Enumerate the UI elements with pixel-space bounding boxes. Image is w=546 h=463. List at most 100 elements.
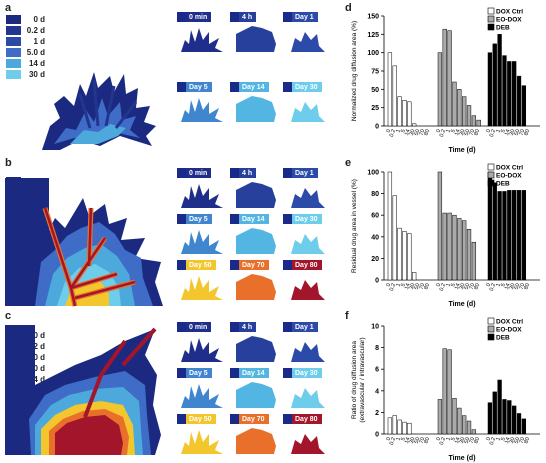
x-tick-label: 14 — [504, 437, 512, 445]
legend-swatch — [487, 325, 495, 333]
y-tick-label: 2 — [375, 410, 379, 417]
thumbnail-label-square — [283, 368, 292, 378]
x-tick-label: 0 — [486, 283, 493, 288]
bar — [502, 55, 507, 127]
x-tick-label: 70 — [469, 437, 477, 445]
x-tick-label: 1 — [445, 283, 452, 288]
bar — [452, 398, 457, 435]
x-tick-label: 5 — [500, 129, 507, 134]
thumbnail-label-text: 0 min — [189, 323, 208, 331]
x-tick-label: 0.2 — [489, 437, 497, 446]
thumbnail-label-text: Day 70 — [242, 415, 265, 423]
thumbnail-shape — [236, 96, 276, 122]
x-tick-label: 70 — [419, 129, 427, 137]
x-axis-label: Time (d) — [448, 301, 475, 308]
thumbnail-label: Day 80 — [283, 414, 322, 424]
thumbnail-shape — [236, 336, 276, 362]
x-tick-label: 70 — [419, 283, 427, 291]
bar — [437, 171, 443, 281]
thumbnail-label: Day 50 — [177, 260, 216, 270]
legend-swatch — [6, 70, 21, 79]
x-tick-label: 80 — [523, 283, 531, 291]
x-tick-label: 50 — [414, 437, 422, 445]
legend-swatch — [6, 15, 21, 24]
legend-swatch — [487, 163, 495, 171]
x-tick-label: 5 — [400, 129, 407, 134]
x-tick-label: 70 — [419, 437, 427, 445]
legend-label: EO-DOX — [496, 327, 522, 334]
thumbnail-label-square — [283, 414, 292, 424]
legend-label: 5.0 d — [26, 48, 45, 57]
x-tick-label: 1 — [495, 283, 502, 288]
x-tick-label: 70 — [469, 283, 477, 291]
legend-label: 14 d — [28, 375, 45, 384]
y-tick-label: 0 — [375, 124, 379, 131]
thumbnail-shape — [236, 182, 276, 208]
bar — [437, 52, 443, 127]
bar — [447, 30, 452, 127]
y-tick-label: 100 — [367, 50, 379, 57]
x-tick-label: 50 — [414, 129, 422, 137]
thumbnail-shape — [291, 388, 325, 408]
y-tick-label: 4 — [375, 388, 379, 395]
bar — [516, 190, 522, 281]
y-axis-label: Residual drug area in vessel (%) — [351, 179, 358, 273]
y-tick-label: 20 — [371, 256, 379, 263]
y-tick-label: 8 — [375, 345, 379, 352]
panel-letter-e: e — [345, 157, 352, 169]
bar — [492, 391, 497, 435]
thumbnail-label-text: Day 50 — [189, 415, 212, 423]
x-tick-label: 0 — [486, 437, 493, 442]
legend-label: 0.2 d — [26, 342, 45, 351]
bar — [397, 96, 402, 127]
vessel-image-c — [5, 325, 161, 455]
thumbnail-shape — [181, 384, 223, 408]
bar — [462, 415, 467, 435]
thumbnail-shape — [236, 228, 276, 254]
x-tick-label: 14 — [454, 437, 462, 445]
bar — [521, 85, 527, 127]
legend-item: 30 d — [6, 69, 45, 80]
thumbnail-label-text: Day 1 — [295, 323, 314, 331]
thumbnail-label-text: Day 1 — [295, 169, 314, 177]
x-tick-label: 30 — [459, 283, 467, 291]
chart-e: Residual drug area in vessel (%) 0 20 40 60 8… — [351, 163, 540, 308]
thumbnail-label-text: Day 5 — [189, 369, 208, 377]
thumbnail-label-square — [177, 12, 186, 22]
x-tick-label: 1 — [495, 437, 502, 442]
bar — [466, 228, 472, 281]
legend-item: 14 d — [6, 58, 45, 69]
bar — [466, 105, 472, 127]
x-tick-label: 5 — [400, 283, 407, 288]
thumbnail-label: 0 min — [177, 12, 212, 22]
thumbnail-label: Day 1 — [283, 322, 318, 332]
legend-label: DEB — [496, 25, 510, 32]
vessel-image-a — [42, 72, 156, 150]
x-tick-label: 14 — [454, 129, 462, 137]
thumbnail-shape — [181, 28, 223, 52]
legend-label: 0 d — [33, 331, 45, 340]
x-tick-label: 50 — [414, 283, 422, 291]
bar — [497, 191, 502, 281]
thumbnail-label-square — [177, 214, 186, 224]
bar — [512, 405, 517, 435]
y-tick-label: 0 — [375, 432, 379, 439]
thumbnail-label: Day 30 — [283, 214, 322, 224]
bar — [466, 420, 472, 435]
x-tick-label: 14 — [404, 437, 412, 445]
y-axis-label: Ratio of drug diffusion area — [351, 341, 358, 419]
y-tick-label: 10 — [371, 324, 379, 331]
thumbnail-label-square — [230, 260, 239, 270]
bar — [392, 415, 397, 435]
x-tick-label: 70 — [469, 129, 477, 137]
x-tick-label: 30 — [409, 283, 417, 291]
bar — [487, 402, 493, 435]
y-tick-label: 80 — [371, 191, 379, 198]
bar — [462, 220, 467, 281]
bar — [407, 101, 412, 127]
bar — [457, 89, 462, 127]
legend-swatch — [6, 59, 21, 68]
thumbnail-label: Day 70 — [230, 260, 269, 270]
bar — [392, 195, 397, 281]
x-tick-label: 0.2 — [389, 129, 397, 138]
